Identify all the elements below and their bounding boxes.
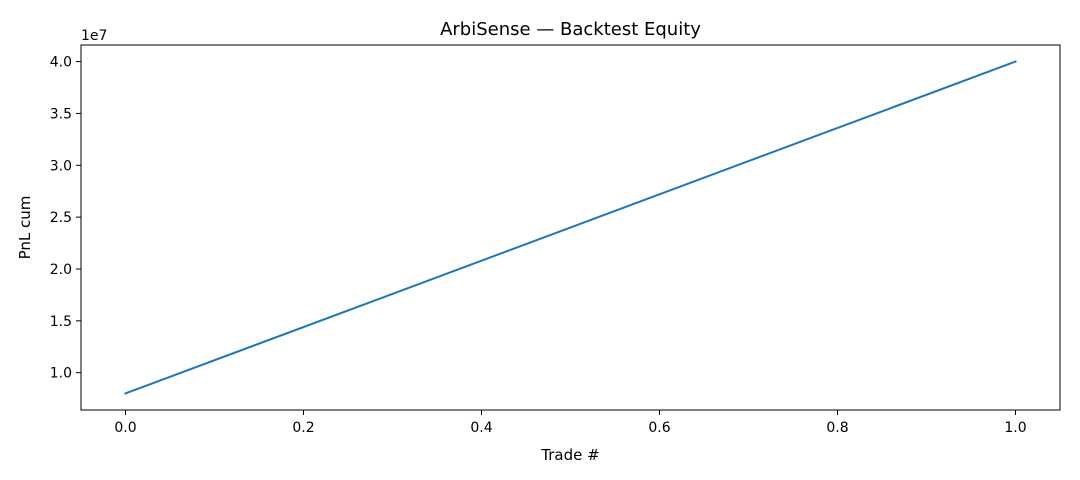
y-tick-label: 3.5 xyxy=(50,106,72,122)
y-tick-label: 4.0 xyxy=(50,55,72,71)
y-tick-label: 2.5 xyxy=(50,210,72,226)
series-line xyxy=(124,60,1017,395)
chart-title: ArbiSense — Backtest Equity xyxy=(440,19,701,40)
y-tick-label: 1.0 xyxy=(50,366,72,382)
x-tick-label: 0.6 xyxy=(648,420,670,436)
x-axis: 0.0 0.2 0.4 0.6 0.8 1.0 xyxy=(114,410,1027,436)
x-tick-label: 0.0 xyxy=(114,420,136,436)
y-axis: 1.0 1.5 2.0 2.5 3.0 3.5 4.0 xyxy=(50,55,81,382)
y-tick-label: 3.0 xyxy=(50,158,72,174)
x-axis-label: Trade # xyxy=(540,446,599,464)
y-axis-offset-label: 1e7 xyxy=(81,28,107,44)
x-tick-label: 0.8 xyxy=(826,420,848,436)
series-layer xyxy=(124,60,1017,395)
x-tick-label: 0.2 xyxy=(292,420,314,436)
y-tick-label: 2.0 xyxy=(50,262,72,278)
x-tick-label: 1.0 xyxy=(1004,420,1026,436)
y-axis-label: PnL cum xyxy=(16,196,34,260)
plot-frame xyxy=(80,44,1061,411)
plot-area xyxy=(80,44,1061,411)
y-tick-label: 1.5 xyxy=(50,314,72,330)
x-tick-label: 0.4 xyxy=(470,420,492,436)
